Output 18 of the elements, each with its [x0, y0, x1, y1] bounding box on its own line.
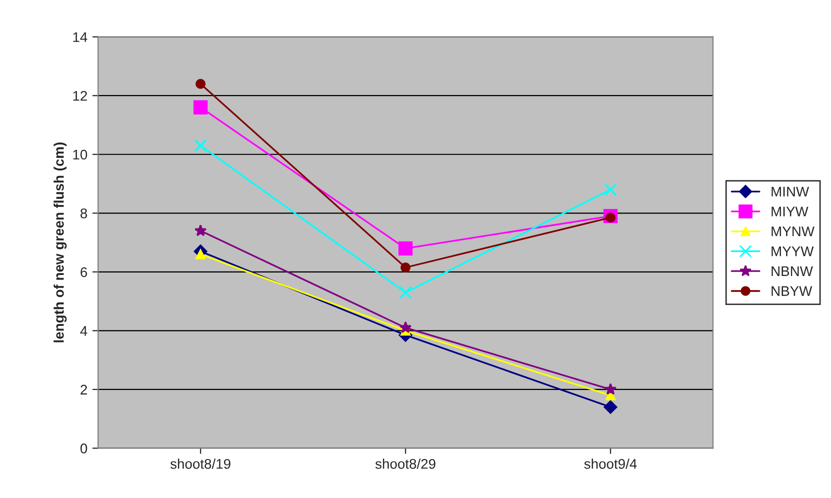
y-axis-title: length of new green flush (cm) — [54, 142, 67, 342]
legend-label: NBYW — [772, 286, 812, 296]
y-tick-label: 10 — [73, 150, 88, 160]
y-tick-label: 2 — [80, 384, 87, 394]
legend-label: MIYW — [772, 206, 808, 216]
x-tick-label: shoot8/19 — [170, 458, 230, 469]
legend-label: MINW — [772, 186, 810, 196]
y-tick-label: 12 — [73, 90, 87, 101]
x-tick-label: shoot8/29 — [375, 458, 436, 469]
legend-label: NBNW — [772, 266, 813, 276]
legend-label: MYYW — [772, 246, 814, 256]
y-tick-label: 6 — [80, 267, 88, 278]
y-tick-label: 14 — [73, 32, 88, 42]
y-tick-label: 4 — [80, 326, 88, 336]
legend-label: MYNW — [772, 226, 814, 236]
x-tick-label: shoot9/4 — [584, 458, 637, 469]
y-tick-label: 8 — [80, 208, 88, 218]
y-tick-label: 0 — [80, 444, 88, 454]
